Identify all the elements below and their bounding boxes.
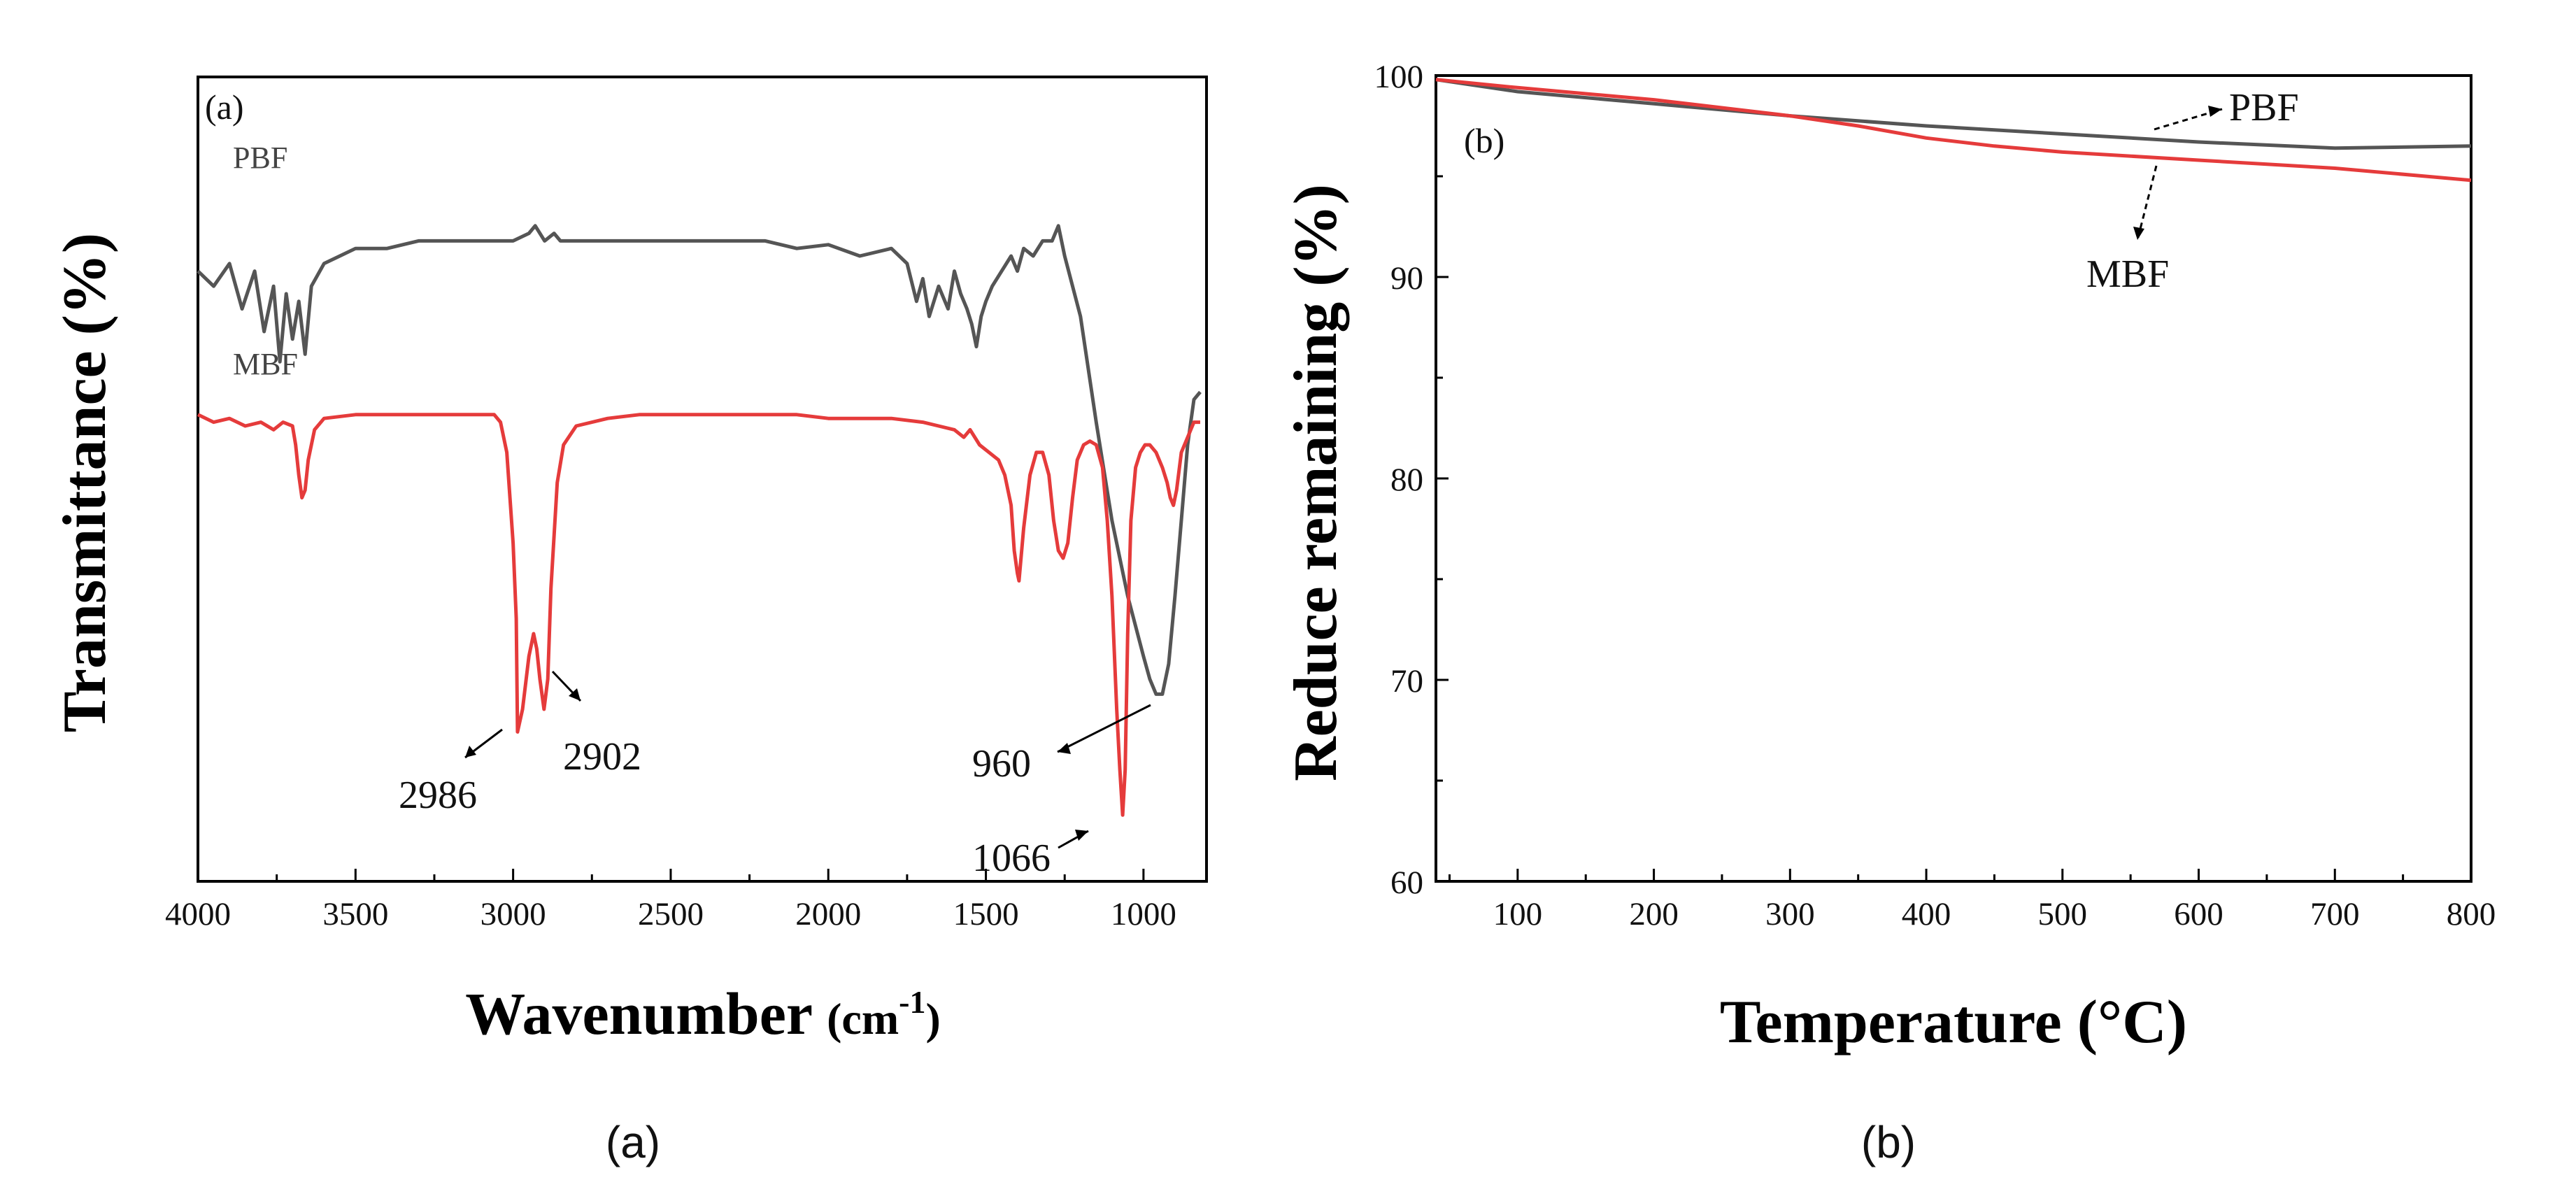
panel-a-chart: (a) PBF MBF 4000 3500 3000 2500 2000 1500 1000… — [51, 76, 1208, 1167]
panel-b-chart: (b) 100 200 300 400 500 600 700 800 60 70 80 90100 … — [1282, 59, 2496, 1167]
panel-a-x-tick-label-2500: 2500 — [638, 896, 704, 932]
panel-a-x-tick-label-1500: 1500 — [953, 896, 1019, 932]
panel-b-mbf-arrow — [2136, 165, 2158, 241]
panel-a-x-axis-title: Wavenumber (cm-1) — [465, 980, 941, 1047]
arrow-head-2986 — [465, 746, 476, 758]
panel-a-mbf-series-line — [197, 413, 1200, 817]
panel-b-tag: (b) — [1464, 121, 1504, 160]
panel-b-x-tick-label-200: 200 — [1629, 896, 1679, 932]
panel-a-x-axis-title-main: Wavenumber — [465, 980, 813, 1047]
panel-b-mbf-arrow-head — [2133, 227, 2144, 240]
panel-b-y-tick-label-100: 100 — [1374, 59, 1424, 95]
panel-a-x-axis-title-unit: (cm — [827, 994, 899, 1044]
panel-b-x-tick-label-100: 100 — [1493, 896, 1543, 932]
panel-a-x-axis-title-sup: -1 — [899, 984, 925, 1020]
panel-b-y-tick-label-70: 70 — [1390, 663, 1423, 699]
panel-a-x-tick-label-1000: 1000 — [1111, 896, 1176, 932]
panel-b-x-tick-label-700: 700 — [2310, 896, 2360, 932]
arrow-960 — [1057, 704, 1151, 753]
panel-a-x-axis-title-close: ) — [925, 994, 940, 1044]
arrow-head-2902 — [569, 688, 581, 701]
panel-b-pbf-annotation: PBF — [2229, 86, 2299, 129]
panel-a-pbf-series-line — [197, 224, 1202, 696]
panel-b-mbf-series-line — [1435, 78, 2472, 183]
panel-b-y-tick-label-80: 80 — [1390, 462, 1423, 498]
panel-b-mbf-annotation: MBF — [2086, 253, 2169, 296]
peak-annotation-1066: 1066 — [972, 837, 1051, 880]
panel-a-x-tick-label-4000: 4000 — [165, 896, 231, 932]
panel-b-x-tick-label-300: 300 — [1765, 896, 1815, 932]
panel-b-pbf-series-line — [1435, 78, 2472, 150]
peak-annotation-2986: 2986 — [399, 774, 477, 817]
peak-annotation-960: 960 — [972, 742, 1031, 786]
panel-b-x-tick-label-500: 500 — [2038, 896, 2088, 932]
panel-b-x-axis-title: Temperature (°C) — [1720, 988, 2187, 1056]
panel-a-x-tick-label-2000: 2000 — [795, 896, 861, 932]
panel-a-tag: (a) — [205, 87, 244, 127]
panel-b-x-tick-label-800: 800 — [2447, 896, 2496, 932]
panel-b-axes: 100 200 300 400 500 600 700 800 60 70 80 90 100 — [1374, 59, 2496, 932]
arrow-head-960 — [1058, 743, 1071, 754]
panel-b-y-tick-label-90: 90 — [1390, 260, 1423, 297]
panel-b-y-axis-title: Reduce remaining (%) — [1282, 184, 1350, 781]
panel-b-caption: (b) — [1861, 1117, 1916, 1167]
panel-a-x-axis: 4000 3500 3000 2500 2000 1500 1000 — [165, 869, 1176, 932]
panel-a-y-axis-title: Transmittance (%) — [51, 233, 119, 732]
panel-a-pbf-label: PBF — [233, 141, 287, 175]
panel-b-frame — [1435, 74, 2472, 883]
panel-b-x-tick-label-600: 600 — [2174, 896, 2223, 932]
panel-b-y-tick-label-60: 60 — [1390, 865, 1423, 901]
panel-a-x-tick-label-3000: 3000 — [481, 896, 546, 932]
panel-a-mbf-label: MBF — [233, 347, 298, 381]
panel-b-pbf-arrow-head — [2208, 106, 2222, 117]
panel-b-x-tick-label-400: 400 — [1902, 896, 1951, 932]
arrow-head-1066 — [1075, 830, 1088, 841]
panel-a-frame — [197, 76, 1208, 883]
panel-a-x-tick-label-3500: 3500 — [322, 896, 388, 932]
panel-a-caption: (a) — [606, 1117, 660, 1167]
panel-a-annotations: 2986 2902 960 1066 — [399, 670, 1151, 880]
peak-annotation-2902: 2902 — [563, 735, 641, 779]
